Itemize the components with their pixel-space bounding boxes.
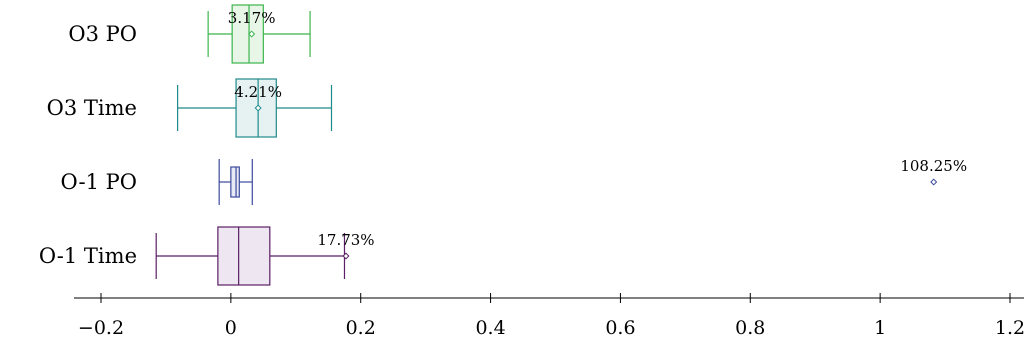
- mean-marker: [248, 30, 256, 38]
- mean-marker: [342, 252, 350, 260]
- x-tick-label: 1.2: [995, 317, 1025, 339]
- x-tick-label: 0.6: [605, 317, 635, 339]
- boxplot-series: 17.73%: [155, 226, 375, 286]
- boxes: 3.17% 4.21% 108.25% 17.73%: [155, 4, 967, 286]
- mean-annotation: 17.73%: [317, 231, 374, 249]
- mean-annotation: 108.25%: [900, 157, 967, 175]
- mean-marker: [930, 178, 938, 186]
- x-tick-label: 0.8: [735, 317, 765, 339]
- iqr-box: [231, 4, 264, 64]
- mean-annotation: 4.21%: [234, 83, 282, 101]
- x-tick-label: 0.2: [346, 317, 376, 339]
- mean-marker: [254, 104, 262, 112]
- iqr-box: [230, 166, 240, 198]
- x-tick-label: 1: [874, 317, 886, 339]
- x-tick-label: −0.2: [78, 317, 124, 339]
- category-label: O-1 PO: [61, 170, 137, 194]
- boxplot-series: 108.25%: [218, 157, 967, 205]
- boxplot-series: 3.17%: [207, 4, 311, 64]
- x-tick-label: 0: [225, 317, 237, 339]
- category-labels: O3 PO O3 Time O-1 PO O-1 Time: [39, 22, 137, 268]
- x-tick-label: 0.4: [475, 317, 505, 339]
- category-label: O3 PO: [68, 22, 137, 46]
- category-label: O3 Time: [47, 96, 137, 120]
- mean-annotation: 3.17%: [228, 9, 276, 27]
- x-axis: −0.2 0 0.2 0.4 0.6 0.8 1 1.2: [74, 293, 1025, 339]
- boxplot-series: 4.21%: [177, 78, 333, 138]
- iqr-box: [217, 226, 271, 286]
- category-label: O-1 Time: [39, 244, 137, 268]
